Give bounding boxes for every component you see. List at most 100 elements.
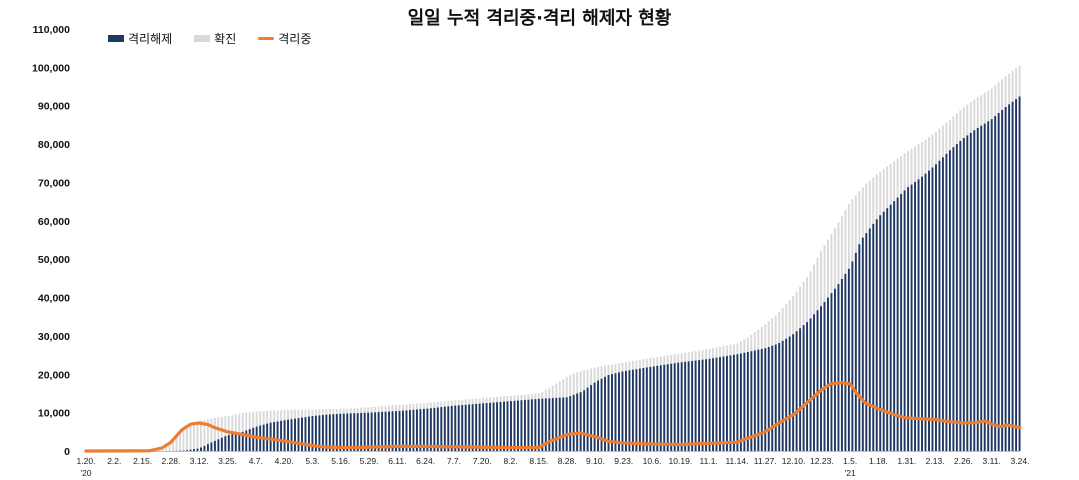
bar-released <box>757 349 760 451</box>
bar-released <box>806 322 809 451</box>
bar-released <box>962 138 965 451</box>
bar-released <box>802 325 805 451</box>
line-isolated <box>84 381 1022 453</box>
bar-released <box>499 401 502 451</box>
bar-confirmed <box>213 417 216 451</box>
bar-released <box>287 419 289 451</box>
bar-released <box>360 412 363 451</box>
bar-released <box>388 411 391 451</box>
bar-released <box>356 413 359 451</box>
bar-released <box>680 362 683 451</box>
bar-confirmed <box>165 445 168 451</box>
bar-released <box>426 408 429 451</box>
bar-released <box>496 402 499 451</box>
bar-released <box>234 433 237 451</box>
y-tick-label: 80,000 <box>38 139 70 151</box>
bar-released <box>579 392 582 451</box>
bar-released <box>642 368 645 451</box>
bar-released <box>823 301 826 451</box>
bar-released <box>548 398 551 451</box>
x-tick-label: 10.6. <box>643 456 662 466</box>
bar-released <box>987 121 990 451</box>
bar-released <box>635 369 638 451</box>
bar-released <box>743 352 746 451</box>
bar-released <box>527 399 530 451</box>
bar-released <box>600 378 603 451</box>
x-tick-label: 4.7. <box>249 456 263 466</box>
bar-released <box>753 350 756 451</box>
bar-released <box>252 427 255 451</box>
bar-released <box>307 416 310 451</box>
bar-released <box>213 440 216 451</box>
bar-released <box>861 237 864 451</box>
bar-released <box>659 365 662 451</box>
bar-released <box>510 401 512 451</box>
bar-released <box>959 141 962 451</box>
bar-released <box>353 413 356 451</box>
bar-released <box>726 355 728 451</box>
bar-released <box>311 416 314 451</box>
bar-released <box>736 354 739 451</box>
bar-released <box>433 407 436 451</box>
bar-released <box>719 357 721 451</box>
bar-released <box>1018 96 1021 451</box>
x-tick-label: 8.2. <box>503 456 517 466</box>
bar-released <box>694 360 697 451</box>
bar-released <box>489 402 492 451</box>
bar-released <box>732 354 735 451</box>
bar-released <box>332 414 335 451</box>
bar-released <box>590 385 593 451</box>
x-tick-label: 2.15. <box>133 456 152 466</box>
x-tick-label: 3.24. <box>1011 456 1030 466</box>
bar-released <box>562 397 565 451</box>
bar-released <box>193 449 195 451</box>
bar-released <box>464 404 467 451</box>
bar-released <box>328 414 331 451</box>
bar-released <box>614 373 617 451</box>
bar-released <box>875 219 878 451</box>
bar-released <box>415 409 418 451</box>
bar-released <box>868 228 871 451</box>
x-tick-label: 1.31. <box>897 456 916 466</box>
bar-released <box>980 125 983 451</box>
bar-released <box>907 187 910 451</box>
legend-swatch-confirmed <box>194 35 211 42</box>
x-tick-label: 10.19. <box>669 456 693 466</box>
bar-released <box>722 356 725 451</box>
bar-released <box>217 439 220 451</box>
bar-released <box>1011 101 1014 451</box>
bar-released <box>611 374 613 451</box>
bar-released <box>1004 106 1007 452</box>
bar-released <box>405 410 408 451</box>
bar-released <box>569 396 572 451</box>
bar-released <box>983 123 986 451</box>
legend-swatch-released <box>108 35 124 42</box>
x-tick-label: 11.27. <box>754 456 777 466</box>
bar-released <box>997 113 1000 452</box>
bar-released <box>224 436 227 451</box>
bar-released <box>381 411 384 451</box>
bar-released <box>698 360 701 451</box>
bar-released <box>520 400 523 451</box>
bar-released <box>764 348 767 451</box>
x-tick-year-label: '20 <box>80 468 91 478</box>
bar-released <box>422 408 425 451</box>
y-tick-label: 20,000 <box>38 369 70 381</box>
bar-released <box>652 366 655 451</box>
bar-released <box>816 310 819 451</box>
bar-released <box>412 409 415 451</box>
bar-released <box>914 181 917 451</box>
bar-released <box>820 306 822 451</box>
bar-released <box>1001 109 1004 451</box>
bar-released <box>935 164 937 451</box>
x-tick-year-label: '21 <box>845 468 856 478</box>
bar-released <box>781 340 784 451</box>
y-tick-label: 110,000 <box>33 24 71 36</box>
bar-released <box>701 359 704 451</box>
y-tick-label: 30,000 <box>38 331 70 343</box>
y-tick-label: 50,000 <box>38 254 70 266</box>
bar-released <box>809 318 812 451</box>
legend-label-isolated: 격리중 <box>278 32 312 46</box>
x-tick-label: 9.10. <box>586 456 605 466</box>
y-tick-label: 90,000 <box>38 101 70 113</box>
